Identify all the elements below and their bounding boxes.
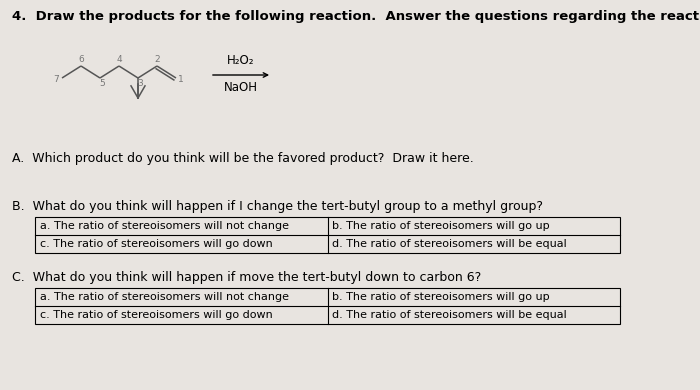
Text: d. The ratio of stereoisomers will be equal: d. The ratio of stereoisomers will be eq…: [332, 310, 567, 320]
Text: 3: 3: [137, 80, 143, 89]
Text: 4.  Draw the products for the following reaction.  Answer the questions regardin: 4. Draw the products for the following r…: [12, 10, 700, 23]
Text: c. The ratio of stereoisomers will go down: c. The ratio of stereoisomers will go do…: [40, 310, 273, 320]
Text: 7: 7: [53, 74, 59, 83]
Text: b. The ratio of stereoisomers will go up: b. The ratio of stereoisomers will go up: [332, 292, 550, 302]
Text: c. The ratio of stereoisomers will go down: c. The ratio of stereoisomers will go do…: [40, 239, 273, 249]
Text: 2: 2: [154, 55, 160, 64]
Text: a. The ratio of stereoisomers will not change: a. The ratio of stereoisomers will not c…: [40, 221, 289, 231]
Bar: [35, 288, 620, 324]
Bar: [35, 217, 620, 253]
Text: NaOH: NaOH: [224, 81, 258, 94]
Text: a. The ratio of stereoisomers will not change: a. The ratio of stereoisomers will not c…: [40, 292, 289, 302]
Text: d. The ratio of stereoisomers will be equal: d. The ratio of stereoisomers will be eq…: [332, 239, 567, 249]
Text: H₂O₂: H₂O₂: [228, 54, 255, 67]
Text: 1: 1: [178, 74, 184, 83]
Text: 6: 6: [78, 55, 84, 64]
Text: 4: 4: [116, 55, 122, 64]
Text: B.  What do you think will happen if I change the tert-butyl group to a methyl g: B. What do you think will happen if I ch…: [12, 200, 543, 213]
Text: A.  Which product do you think will be the favored product?  Draw it here.: A. Which product do you think will be th…: [12, 152, 474, 165]
Text: b. The ratio of stereoisomers will go up: b. The ratio of stereoisomers will go up: [332, 221, 550, 231]
Text: 5: 5: [99, 80, 105, 89]
Text: C.  What do you think will happen if move the tert-butyl down to carbon 6?: C. What do you think will happen if move…: [12, 271, 482, 284]
